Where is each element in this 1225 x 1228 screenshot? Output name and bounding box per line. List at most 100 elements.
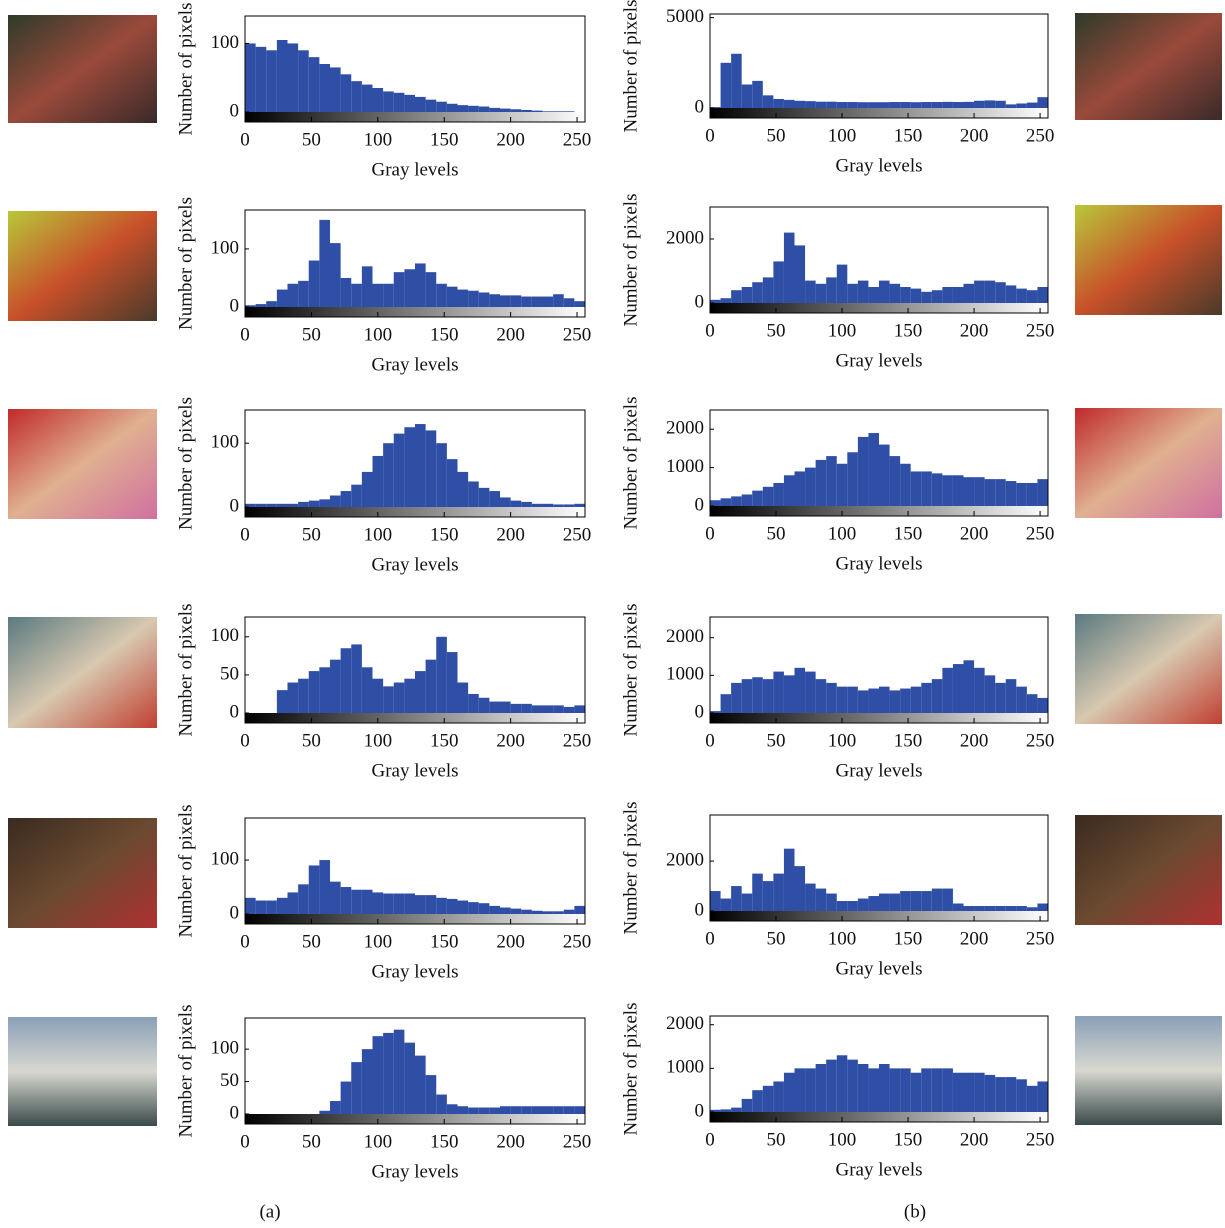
histogram-bar [351,485,362,507]
histogram-bar [277,898,288,914]
histogram-bar [288,284,299,307]
x-tick-label: 100 [828,523,857,544]
x-tick-label: 0 [240,931,250,952]
histogram-bar [309,501,320,507]
histogram-bar [351,1062,362,1114]
histogram-bar [436,102,447,112]
histogram-bar [953,904,964,911]
histogram-bar [911,471,922,506]
histogram-bar [1016,103,1027,108]
x-tick-label: 150 [894,320,923,341]
histogram-bar [858,437,869,506]
histogram-bar [319,499,330,507]
histogram-bar [837,901,848,911]
histogram-bar [1016,289,1027,303]
histogram-bar [468,106,479,112]
x-tick-label: 100 [364,730,393,751]
y-axis-label: Number of pixels [620,0,641,132]
histogram-bar [742,287,753,303]
histogram-bar [309,865,320,914]
histogram-bar [479,292,490,307]
histogram-bar [489,906,500,914]
histogram-bar [742,679,753,713]
figure: (a) (b) 0501001502002500100Gray levelsNu… [0,0,1225,1228]
histogram-bar [816,1064,827,1112]
histogram-bar [341,278,352,307]
histogram-bar [553,294,564,307]
photo [8,15,157,123]
histogram-bar [500,1106,511,1114]
histogram-bar [953,287,964,303]
x-tick-label: 50 [302,931,321,952]
histogram-bar [995,101,1006,108]
x-tick-label: 0 [240,1131,250,1152]
histogram-bar [511,501,522,507]
histogram-bar [458,472,469,507]
x-tick-label: 0 [240,129,250,150]
histogram-bar [953,475,964,506]
histogram-bar [985,906,996,911]
x-tick-label: 150 [430,931,459,952]
histogram-bar [773,261,784,303]
histogram-bar [710,891,721,911]
histogram-bar [404,427,415,507]
histogram-bar [521,297,532,307]
histogram-bar [330,67,341,112]
x-tick-label: 200 [960,320,989,341]
histogram-bar [256,504,267,507]
histogram-chart: 05010015020025002000Gray levelsNumber of… [620,802,1054,980]
y-axis-label: Number of pixels [175,197,196,330]
histogram-bar [447,104,458,112]
histogram-bar [564,504,575,507]
histogram-bar [415,895,426,914]
x-tick-label: 150 [894,730,923,751]
histogram-bar [521,910,532,914]
x-tick-label: 250 [563,524,592,545]
x-axis-label: Gray levels [835,350,922,371]
histogram-bar [868,433,879,506]
x-tick-label: 0 [705,730,715,751]
histogram-bar [394,93,405,112]
y-axis-label: Number of pixels [175,397,196,530]
y-tick-label: 0 [230,495,240,516]
y-axis-label: Number of pixels [175,805,196,938]
photo [8,409,157,519]
histogram-bar [436,443,447,507]
y-axis-label: Number of pixels [620,802,641,935]
histogram-bar [942,1068,953,1112]
histogram-bar [574,301,585,307]
x-axis-label: Gray levels [371,1161,458,1182]
histogram-bar [964,477,975,506]
histogram-bar [1006,906,1017,911]
histogram-bar [553,504,564,507]
histogram-bar [942,287,953,303]
histogram-bar [553,705,564,713]
histogram-bar [511,295,522,307]
histogram-bar [1006,679,1017,713]
histogram-bar [564,910,575,914]
x-tick-label: 150 [430,129,459,150]
histogram-bar [1027,103,1038,108]
histogram-bar [742,85,753,109]
histogram-bar [511,1106,522,1114]
histogram-bar [298,884,309,914]
histogram-bar [574,906,585,914]
histogram-bar [752,282,763,303]
histogram-bar [985,675,996,713]
histogram-bar [731,886,742,911]
histogram-bar [742,894,753,911]
histogram-bar [500,109,511,112]
y-axis-label: Number of pixels [620,1003,641,1136]
page: {"panel_labels":["(a)","(b)"], "chart_da… [0,0,1225,1228]
y-tick-label: 50 [220,663,239,684]
histogram-bar [543,504,554,507]
x-tick-label: 250 [563,129,592,150]
histogram-bar [415,424,426,507]
x-tick-label: 250 [563,1131,592,1152]
x-tick-label: 100 [364,1131,393,1152]
x-tick-label: 0 [240,324,250,345]
x-tick-label: 200 [496,1131,525,1152]
y-axis-label: Number of pixels [620,194,641,327]
histogram-bar [553,911,564,914]
histogram-bar [932,889,943,911]
